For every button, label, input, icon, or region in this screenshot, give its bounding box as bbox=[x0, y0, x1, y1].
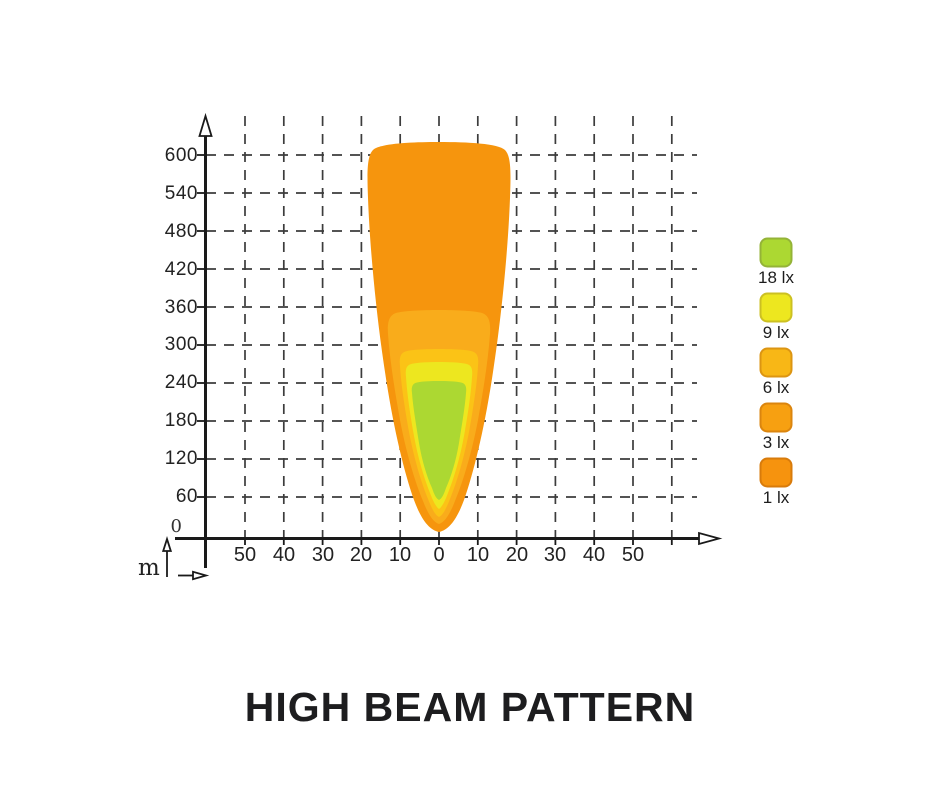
x-tick-label-l30: 30 bbox=[311, 544, 335, 566]
y-tick-label-360: 360 bbox=[164, 297, 198, 318]
legend-item-18lx: 18 lx bbox=[748, 237, 804, 288]
legend-label-3lx: 3 lx bbox=[762, 433, 790, 452]
legend-item-1lx: 1 lx bbox=[748, 457, 804, 508]
legend-item-6lx: 6 lx bbox=[748, 347, 804, 398]
unit-right-arrow-icon bbox=[192, 570, 210, 581]
y-tick-label-120: 120 bbox=[164, 448, 198, 469]
x-tick-label-r20: 20 bbox=[505, 544, 529, 566]
x-tick-label-r10: 10 bbox=[466, 544, 490, 566]
y-tick-label-60: 60 bbox=[175, 486, 198, 507]
x-tick-label-l10: 10 bbox=[388, 544, 412, 566]
y-tick-label-480: 480 bbox=[164, 221, 198, 242]
unit-up-arrow-icon bbox=[161, 536, 173, 552]
page-title: HIGH BEAM PATTERN bbox=[244, 684, 696, 730]
y-tick-label-180: 180 bbox=[164, 410, 198, 431]
x-tick-label-0: 0 bbox=[433, 544, 445, 566]
legend-item-9lx: 9 lx bbox=[748, 292, 804, 343]
y-axis-origin-label: 0 bbox=[170, 516, 182, 537]
beam-chart-canvas bbox=[161, 112, 723, 581]
y-axis-arrow-icon bbox=[198, 112, 213, 137]
lux-legend: 18 lx 9 lx 6 lx 3 lx 1 lx bbox=[748, 237, 804, 512]
y-tick-label-540: 540 bbox=[164, 183, 198, 204]
x-tick-label-l20: 20 bbox=[349, 544, 373, 566]
axis-unit-label: m bbox=[138, 555, 160, 581]
x-tick-label-r30: 30 bbox=[543, 544, 567, 566]
legend-swatch-1lx-icon bbox=[759, 457, 793, 488]
y-tick-label-240: 240 bbox=[164, 372, 198, 393]
beam-regions bbox=[367, 142, 511, 532]
grid-horizontal-lines bbox=[206, 154, 697, 498]
legend-swatch-6lx-icon bbox=[759, 347, 793, 378]
legend-item-3lx: 3 lx bbox=[748, 402, 804, 453]
y-tick-label-300: 300 bbox=[164, 334, 198, 355]
x-tick-label-r40: 40 bbox=[582, 544, 606, 566]
legend-swatch-18lx-icon bbox=[759, 237, 793, 268]
axes bbox=[161, 112, 723, 581]
y-tick-label-420: 420 bbox=[164, 259, 198, 280]
x-axis-ticks bbox=[244, 538, 673, 545]
y-axis-ticks bbox=[197, 154, 206, 498]
legend-label-9lx: 9 lx bbox=[762, 323, 790, 342]
legend-label-18lx: 18 lx bbox=[758, 268, 794, 287]
x-tick-label-l40: 40 bbox=[272, 544, 296, 566]
y-tick-label-600: 600 bbox=[164, 145, 198, 166]
legend-label-1lx: 1 lx bbox=[762, 488, 790, 507]
beam-region-18lx bbox=[411, 381, 467, 500]
x-tick-label-r50: 50 bbox=[621, 544, 645, 566]
legend-swatch-3lx-icon bbox=[759, 402, 793, 433]
x-axis-arrow-icon bbox=[698, 531, 723, 546]
x-tick-label-l50: 50 bbox=[233, 544, 257, 566]
unit-arrows bbox=[161, 536, 210, 581]
legend-swatch-9lx-icon bbox=[759, 292, 793, 323]
legend-label-6lx: 6 lx bbox=[762, 378, 790, 397]
